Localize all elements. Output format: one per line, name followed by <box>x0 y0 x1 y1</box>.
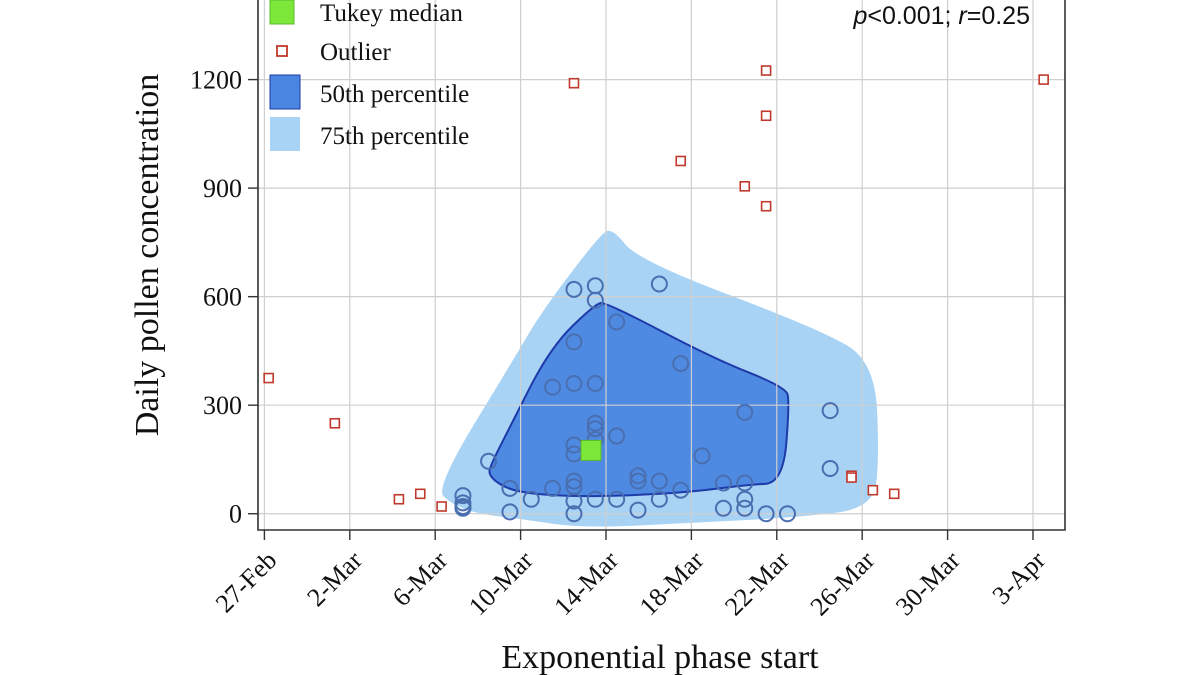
data-point-circle <box>821 459 839 477</box>
x-tick-label: 14-Mar <box>548 545 624 621</box>
tukey-median-square <box>580 439 602 461</box>
data-point-circle <box>736 474 754 492</box>
data-point-circle <box>736 499 754 517</box>
stat-annotation: p<0.001; r=0.25 <box>852 2 1030 30</box>
stat-p-value: <0.001; <box>867 2 958 30</box>
data-point-circle <box>757 505 775 523</box>
data-point-circle <box>565 280 583 298</box>
y-tick-label: 0 <box>229 500 242 529</box>
data-point-circle <box>736 403 754 421</box>
data-point-circle <box>565 374 583 392</box>
x-axis-title: Exponential phase start <box>501 639 819 675</box>
data-point-circle <box>501 503 519 521</box>
outlier-square <box>888 488 900 500</box>
data-point-circle <box>714 499 732 517</box>
outlier-square <box>760 200 772 212</box>
data-point-circle <box>693 447 711 465</box>
data-point-circle <box>480 452 498 470</box>
stat-r-value: =0.25 <box>967 2 1030 30</box>
data-point-circle <box>778 505 796 523</box>
outlier-square <box>675 155 687 167</box>
outlier-square <box>760 65 772 76</box>
data-point-circle <box>544 378 562 396</box>
y-tick-label: 1200 <box>190 66 242 95</box>
x-tick-label: 3-Apr <box>987 545 1052 610</box>
y-tick-label: 900 <box>203 174 242 203</box>
data-point-circle <box>629 501 647 519</box>
data-point-circle <box>629 472 647 490</box>
x-axis-ticks: 27-Feb 2-Mar 6-Mar 10-Mar 14-Mar 18-Mar 22-Mar… <box>210 530 1051 621</box>
outlier-square <box>393 493 405 505</box>
x-tick-label: 6-Mar <box>387 545 454 612</box>
x-tick-label: 18-Mar <box>634 545 710 621</box>
legend-label: 75th percentile <box>320 123 469 150</box>
data-point-circle <box>565 505 583 523</box>
data-point-circle <box>650 490 668 508</box>
axes <box>257 0 1066 531</box>
data-point-circle <box>629 467 647 485</box>
y-tick-label: 300 <box>203 391 242 420</box>
x-tick-label: 30-Mar <box>890 545 966 621</box>
x-tick-label: 26-Mar <box>805 545 881 621</box>
data-point-circle <box>565 472 583 490</box>
data-point-circle <box>608 490 626 508</box>
data-point-circle <box>586 291 604 309</box>
data-point-circle <box>821 402 839 420</box>
data-point-circle <box>736 490 754 508</box>
data-point-circle <box>672 481 690 499</box>
data-point-circle <box>544 479 562 497</box>
outlier-square <box>760 110 772 122</box>
data-point-circle <box>454 487 472 505</box>
data-point-circle <box>501 479 519 497</box>
outlier-square <box>739 181 751 192</box>
data-point-circle <box>608 313 626 331</box>
legend-area-icon <box>270 117 300 151</box>
data-point-circle <box>650 472 668 490</box>
legend-label: 50th percentile <box>320 81 469 108</box>
percentile-50-region <box>488 302 790 498</box>
outlier-square <box>414 488 426 500</box>
percentile-50-area <box>488 302 790 498</box>
x-tick-label: 2-Mar <box>301 545 368 612</box>
data-point-circle <box>565 492 583 510</box>
data-point-circle <box>608 427 626 445</box>
legend-label: Tukey median <box>320 0 463 27</box>
legend-median-icon <box>269 0 295 25</box>
outlier-square <box>1038 74 1049 85</box>
y-axis-title: Daily pollen concentration <box>129 74 166 437</box>
outlier-square <box>846 472 857 483</box>
outlier-square <box>568 77 580 89</box>
data-point-circle <box>454 499 472 517</box>
outlier-square <box>867 484 879 496</box>
legend: Tukey median Outlier 50th percentile 75th p… <box>269 0 469 151</box>
outlier-square <box>263 372 274 384</box>
x-tick-label: 22-Mar <box>719 545 795 621</box>
data-point-circle <box>586 490 604 508</box>
data-point-circle <box>565 333 583 351</box>
data-point-circle <box>522 490 540 508</box>
data-point-circle <box>650 275 668 293</box>
data-point-circle <box>586 420 604 438</box>
grid <box>258 0 1065 530</box>
data-point-circle <box>672 355 690 373</box>
outlier-points <box>263 65 1049 512</box>
data-point-circle <box>586 414 604 432</box>
data-point-circle <box>714 474 732 492</box>
y-axis-ticks: 0 300 600 900 1200 <box>190 66 258 529</box>
tukey-median-marker <box>580 439 602 461</box>
outlier-square <box>329 417 341 429</box>
legend-label: Outlier <box>320 39 391 66</box>
data-point-circle <box>586 374 604 392</box>
stat-r-label: r <box>958 2 968 30</box>
y-tick-label: 600 <box>203 283 242 312</box>
legend-outlier-icon <box>276 45 288 57</box>
stat-p-label: p <box>852 2 867 30</box>
x-tick-label: 10-Mar <box>463 545 539 621</box>
plot-frame <box>257 0 1066 531</box>
x-tick-label: 27-Feb <box>210 546 283 619</box>
outlier-square <box>436 501 447 512</box>
legend-area-icon <box>269 74 301 110</box>
